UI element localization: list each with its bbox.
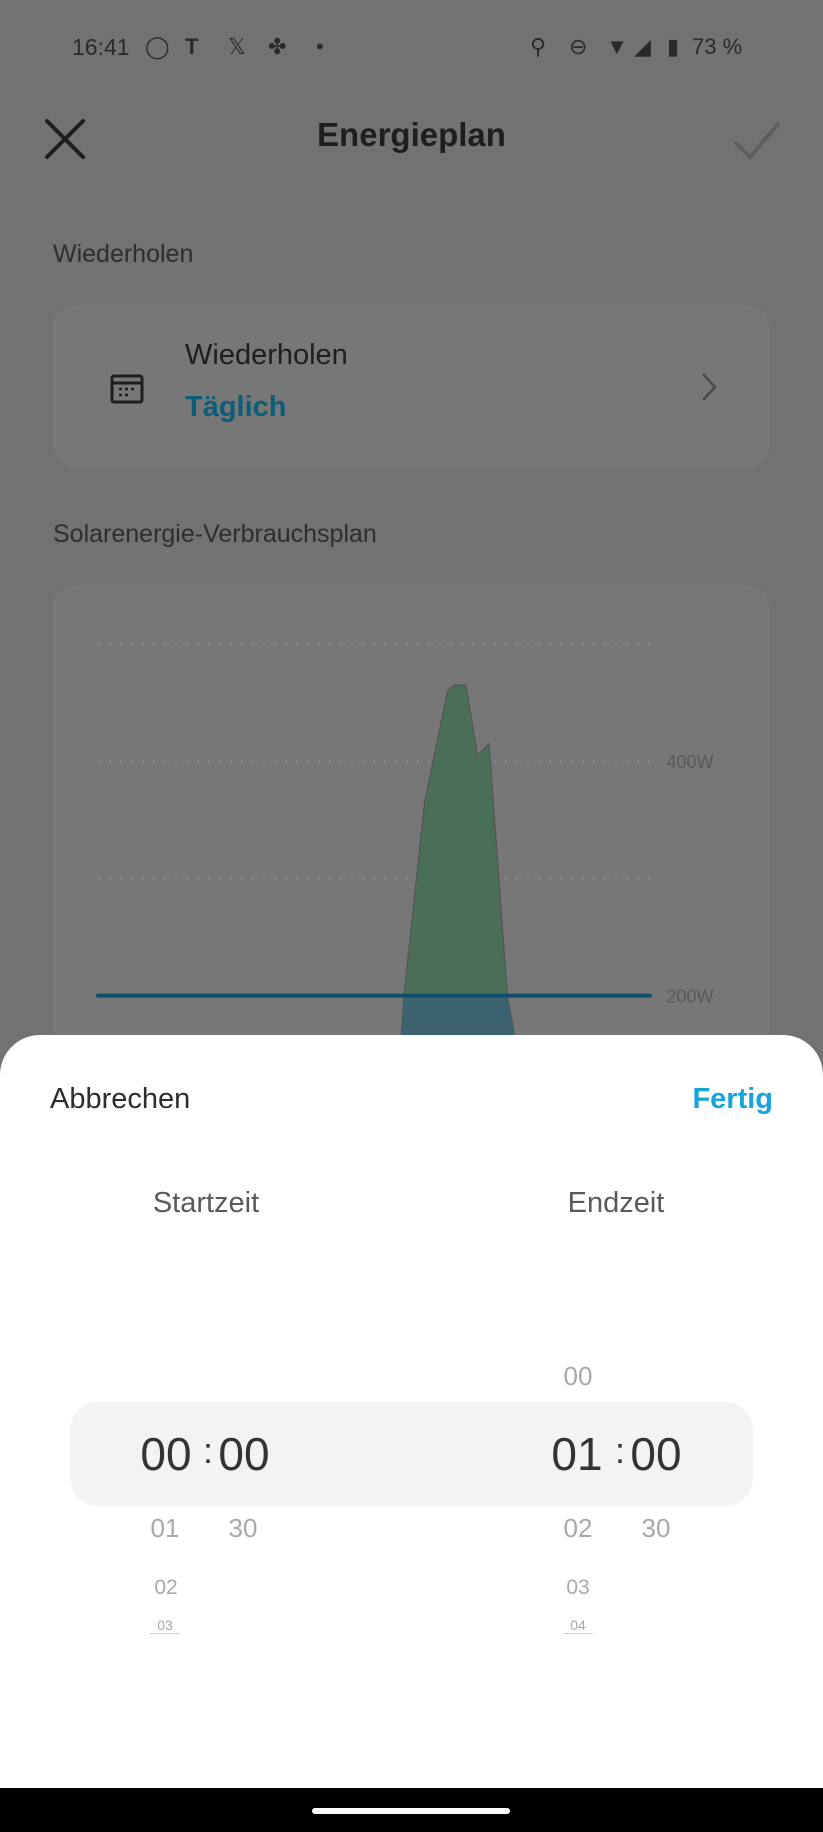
cancel-button[interactable]: Abbrechen	[50, 1083, 191, 1115]
plan-section-label: Solarenergie-Verbrauchsplan	[53, 520, 377, 548]
battery-level: 73 %	[692, 34, 743, 59]
dot-icon: •	[316, 34, 324, 59]
start-hour-option[interactable]: 02	[154, 1576, 178, 1599]
end-minute-option[interactable]: 30	[641, 1513, 671, 1543]
end-hour-option[interactable]: 02	[563, 1513, 593, 1543]
whatsapp-icon: ◯	[145, 34, 170, 59]
start-separator: :	[203, 1430, 214, 1471]
home-handle[interactable]	[312, 1808, 510, 1814]
location-icon: ⚲	[530, 34, 547, 59]
repeat-section-label: Wiederholen	[53, 240, 194, 268]
wifi-icon: ▼	[606, 34, 628, 59]
end-minute-wheel[interactable]: 00	[630, 1428, 682, 1480]
x-icon: 𝕏	[228, 34, 246, 59]
close-icon[interactable]	[44, 118, 86, 160]
check-icon[interactable]	[732, 120, 782, 160]
solar-area-above-consumption	[98, 684, 650, 1231]
start-hour-option[interactable]: 01	[150, 1513, 180, 1543]
end-time-label: Endzeit	[567, 1187, 665, 1219]
navigation-bar	[0, 1788, 823, 1832]
chevron-right-icon	[702, 373, 717, 401]
repeat-value: Täglich	[185, 391, 287, 423]
start-minute-option[interactable]: 30	[228, 1513, 258, 1543]
end-hour-option[interactable]: 04	[563, 1617, 593, 1634]
y-tick-label: 400W	[666, 752, 713, 772]
end-separator: :	[615, 1430, 626, 1471]
repeat-setting-row[interactable]: Wiederholen Täglich	[53, 305, 770, 467]
start-hour-option[interactable]: 03	[150, 1617, 180, 1634]
start-hour-wheel[interactable]: 00	[140, 1428, 192, 1480]
solar-plan-chart: 00:0006:0012:0018:0024:000W200W400W	[75, 643, 714, 1270]
end-hour-option[interactable]: 03	[566, 1576, 590, 1599]
teams-icon: T	[185, 34, 199, 59]
dnd-icon: ⊖	[569, 34, 588, 59]
status-bar: 16:41 ◯ T 𝕏 ✤ • ⚲ ⊖ ▼ ◢ ▮ 73 %	[0, 30, 823, 66]
start-time-label: Startzeit	[152, 1187, 260, 1219]
y-tick-label: 200W	[666, 987, 713, 1007]
time-picker-sheet: Abbrechen Fertig Startzeit Endzeit 00 : …	[0, 1035, 823, 1795]
signal-icon: ◢	[634, 34, 651, 59]
fan-icon: ✤	[268, 34, 287, 59]
selection-highlight	[70, 1402, 753, 1506]
done-button[interactable]: Fertig	[692, 1083, 773, 1115]
solar-plan-chart-card: 00:0006:0012:0018:0024:000W200W400W	[53, 585, 770, 1270]
page-title: Energieplan	[317, 116, 506, 153]
end-hour-wheel[interactable]: 01	[551, 1428, 603, 1480]
calendar-icon	[110, 374, 144, 404]
end-hour-option[interactable]: 00	[563, 1361, 593, 1391]
start-minute-wheel[interactable]: 00	[218, 1428, 270, 1480]
repeat-title: Wiederholen	[185, 339, 348, 371]
battery-icon: ▮	[667, 34, 680, 59]
status-time: 16:41	[72, 34, 130, 60]
